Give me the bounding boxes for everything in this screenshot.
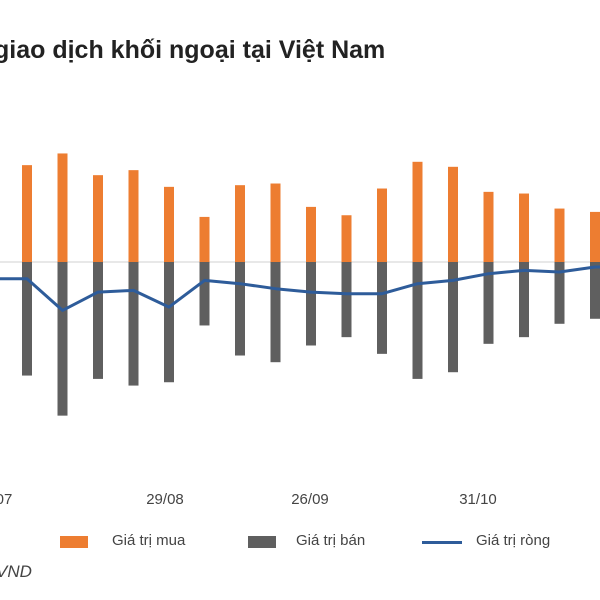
net-value-line [0,265,600,312]
x-tick-label: 31/10 [459,491,497,508]
net-line-group [0,265,600,312]
sell-bar [57,262,68,416]
x-tick-label: 29/08 [146,491,184,508]
sell-bar [590,262,600,319]
legend-swatch-buy [60,536,88,548]
buy-bar [341,215,352,262]
legend-label-net: Giá trị ròng [476,532,551,549]
bar-group [22,153,600,416]
sell-bar [412,262,423,379]
sell-bar [164,262,174,383]
sell-bar [235,262,245,356]
buy-bar [306,206,316,262]
sell-bar [199,262,210,326]
sell-bar [519,262,529,338]
sell-bar [554,262,565,324]
legend-swatch-sell [248,536,276,548]
sell-bar [377,262,387,354]
chart-title: giao dịch khối ngoại tại Việt Nam [0,36,386,64]
sell-bar [341,262,352,338]
source-note: VND [0,562,32,581]
buy-bar [22,165,32,262]
legend-swatch-net [422,541,462,544]
buy-bar [164,186,174,262]
buy-bar [554,208,565,262]
buy-bar [519,193,529,262]
buy-bar [448,166,458,262]
sell-bar [93,262,103,379]
buy-bar [412,161,423,262]
buy-bar [590,211,600,262]
legend-label-buy: Giá trị mua [112,532,186,549]
sell-bar [483,262,494,344]
buy-bar [199,216,210,262]
buy-bar [128,170,139,262]
legend-label-sell: Giá trị bán [296,532,366,549]
x-tick-label: 26/09 [291,491,329,508]
x-tick-label: 07 [0,491,12,508]
sell-bar [270,262,281,363]
sell-bar [448,262,458,373]
buy-bar [57,153,68,262]
sell-bar [128,262,139,386]
sell-bar [22,262,32,376]
x-axis-ticks: 07 29/08 26/09 31/10 [0,491,497,508]
buy-bar [93,175,103,262]
buy-bar [235,185,245,262]
buy-bar [270,183,281,262]
sell-bar [306,262,316,346]
buy-bar [483,191,494,262]
buy-bar [377,188,387,262]
